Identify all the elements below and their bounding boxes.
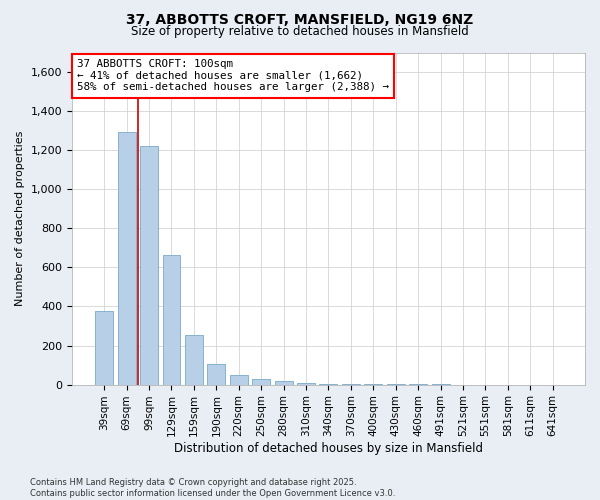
Bar (163, 254, 181, 384)
Bar (252, 378, 270, 384)
Bar (185, 335, 203, 384)
X-axis label: Distribution of detached houses by size in Mansfield: Distribution of detached houses by size … (174, 442, 483, 455)
Bar (95, 312, 113, 384)
Text: 37, ABBOTTS CROFT, MANSFIELD, NG19 6NZ: 37, ABBOTTS CROFT, MANSFIELD, NG19 6NZ (127, 12, 473, 26)
Text: 37 ABBOTTS CROFT: 100sqm
← 41% of detached houses are smaller (1,662)
58% of sem: 37 ABBOTTS CROFT: 100sqm ← 41% of detach… (77, 59, 389, 92)
Bar (230, 375, 248, 384)
Bar (275, 381, 293, 384)
Bar (208, 364, 225, 384)
Bar (140, 146, 158, 384)
Text: Contains HM Land Registry data © Crown copyright and database right 2025.
Contai: Contains HM Land Registry data © Crown c… (30, 478, 395, 498)
Text: Size of property relative to detached houses in Mansfield: Size of property relative to detached ho… (131, 25, 469, 38)
Bar (297, 383, 315, 384)
Bar (118, 132, 136, 384)
Y-axis label: Number of detached properties: Number of detached properties (15, 131, 25, 306)
